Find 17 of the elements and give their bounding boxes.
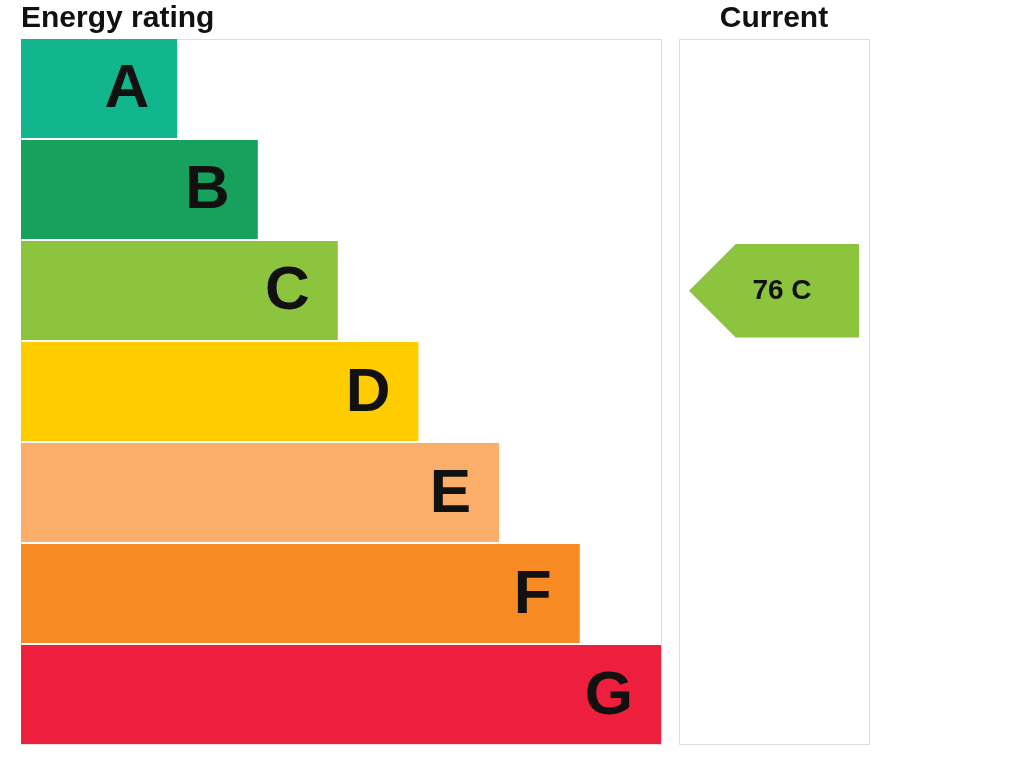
- y-tick-label: E: [429, 455, 472, 525]
- y-tick-label: C: [265, 253, 310, 323]
- y-tick-label: A: [104, 51, 150, 121]
- bar: [21, 241, 338, 340]
- y-tick-label: F: [513, 556, 552, 626]
- chart-title: Energy rating: [21, 0, 215, 33]
- y-tick-label: D: [345, 354, 391, 424]
- bar: [21, 443, 500, 542]
- text: 76 C: [752, 273, 812, 305]
- text: Current: [719, 0, 829, 33]
- y-tick-label: G: [584, 657, 633, 727]
- bar: [21, 342, 419, 441]
- bar: [21, 39, 178, 138]
- bar: [21, 645, 661, 744]
- bar: [21, 140, 258, 239]
- y-tick-label: B: [185, 152, 230, 222]
- bar: [21, 544, 580, 643]
